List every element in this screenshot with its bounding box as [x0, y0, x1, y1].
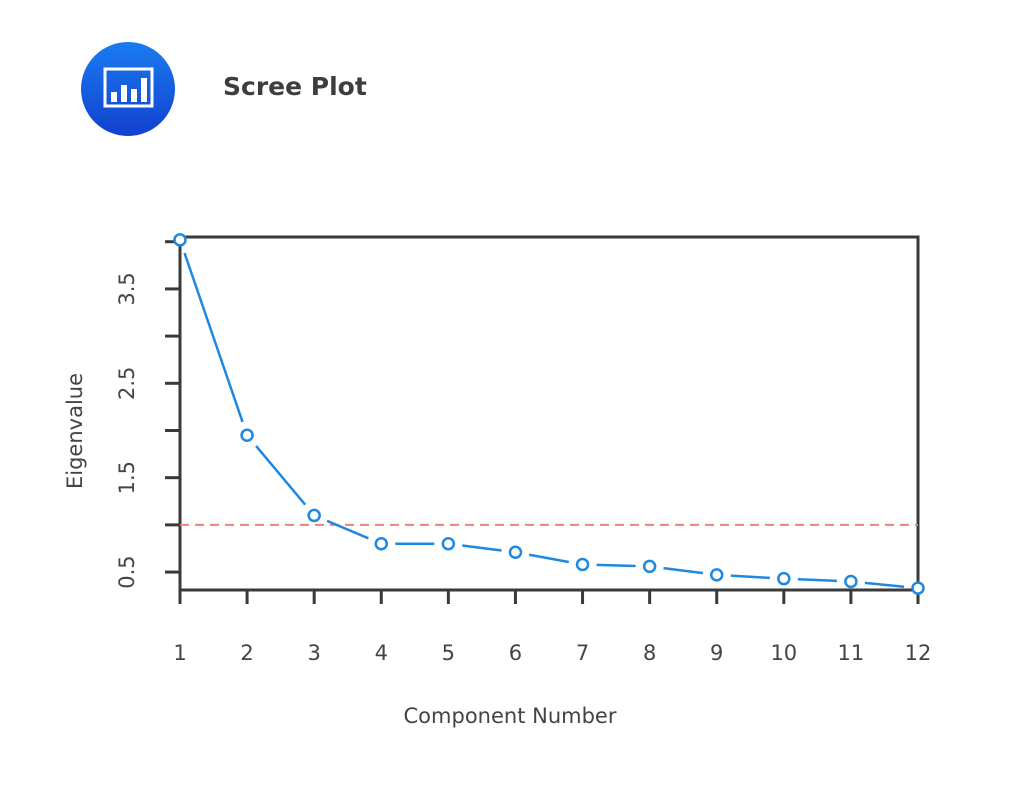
x-tick-label: 2 — [240, 641, 253, 665]
y-axis-title: Eigenvalue — [63, 373, 87, 489]
data-point — [911, 581, 925, 595]
data-point — [240, 428, 254, 442]
x-tick-label: 7 — [576, 641, 589, 665]
data-point — [374, 537, 389, 551]
data-point — [844, 574, 858, 589]
series-segment — [663, 566, 703, 575]
data-point — [441, 537, 456, 551]
y-tick-label: 2.5 — [115, 367, 139, 400]
y-tick-label: 1.5 — [115, 461, 139, 494]
data-point — [173, 233, 187, 247]
data-point — [642, 559, 657, 574]
x-tick-label: 5 — [442, 641, 455, 665]
x-tick-label: 3 — [307, 641, 320, 665]
x-tick-label: 1 — [173, 641, 186, 665]
x-tick-label: 8 — [643, 641, 656, 665]
bar-chart-icon — [81, 42, 175, 136]
series-segment — [730, 574, 770, 580]
page-title: Scree Plot — [223, 72, 367, 101]
x-tick-label: 9 — [710, 641, 723, 665]
x-tick-label: 12 — [905, 641, 932, 665]
series-segment — [797, 578, 837, 583]
data-point — [709, 568, 724, 582]
x-tick-label: 6 — [509, 641, 522, 665]
x-axis-title: Component Number — [404, 704, 617, 728]
series-segment — [596, 563, 636, 568]
data-point — [307, 508, 321, 523]
data-point — [508, 545, 523, 559]
series-segment — [462, 544, 502, 552]
plot-frame — [178, 235, 920, 592]
y-tick-label: 3.5 — [115, 272, 139, 305]
series-segment — [864, 581, 905, 588]
series-segment — [183, 252, 244, 423]
series-segment — [255, 445, 307, 506]
data-point — [575, 557, 590, 572]
series-segment — [326, 519, 369, 540]
series-segment — [529, 553, 569, 564]
y-tick-label: 0.5 — [115, 555, 139, 588]
x-tick-label: 10 — [770, 641, 797, 665]
x-tick-label: 4 — [375, 641, 388, 665]
x-tick-label: 11 — [838, 641, 865, 665]
data-point — [777, 571, 791, 586]
